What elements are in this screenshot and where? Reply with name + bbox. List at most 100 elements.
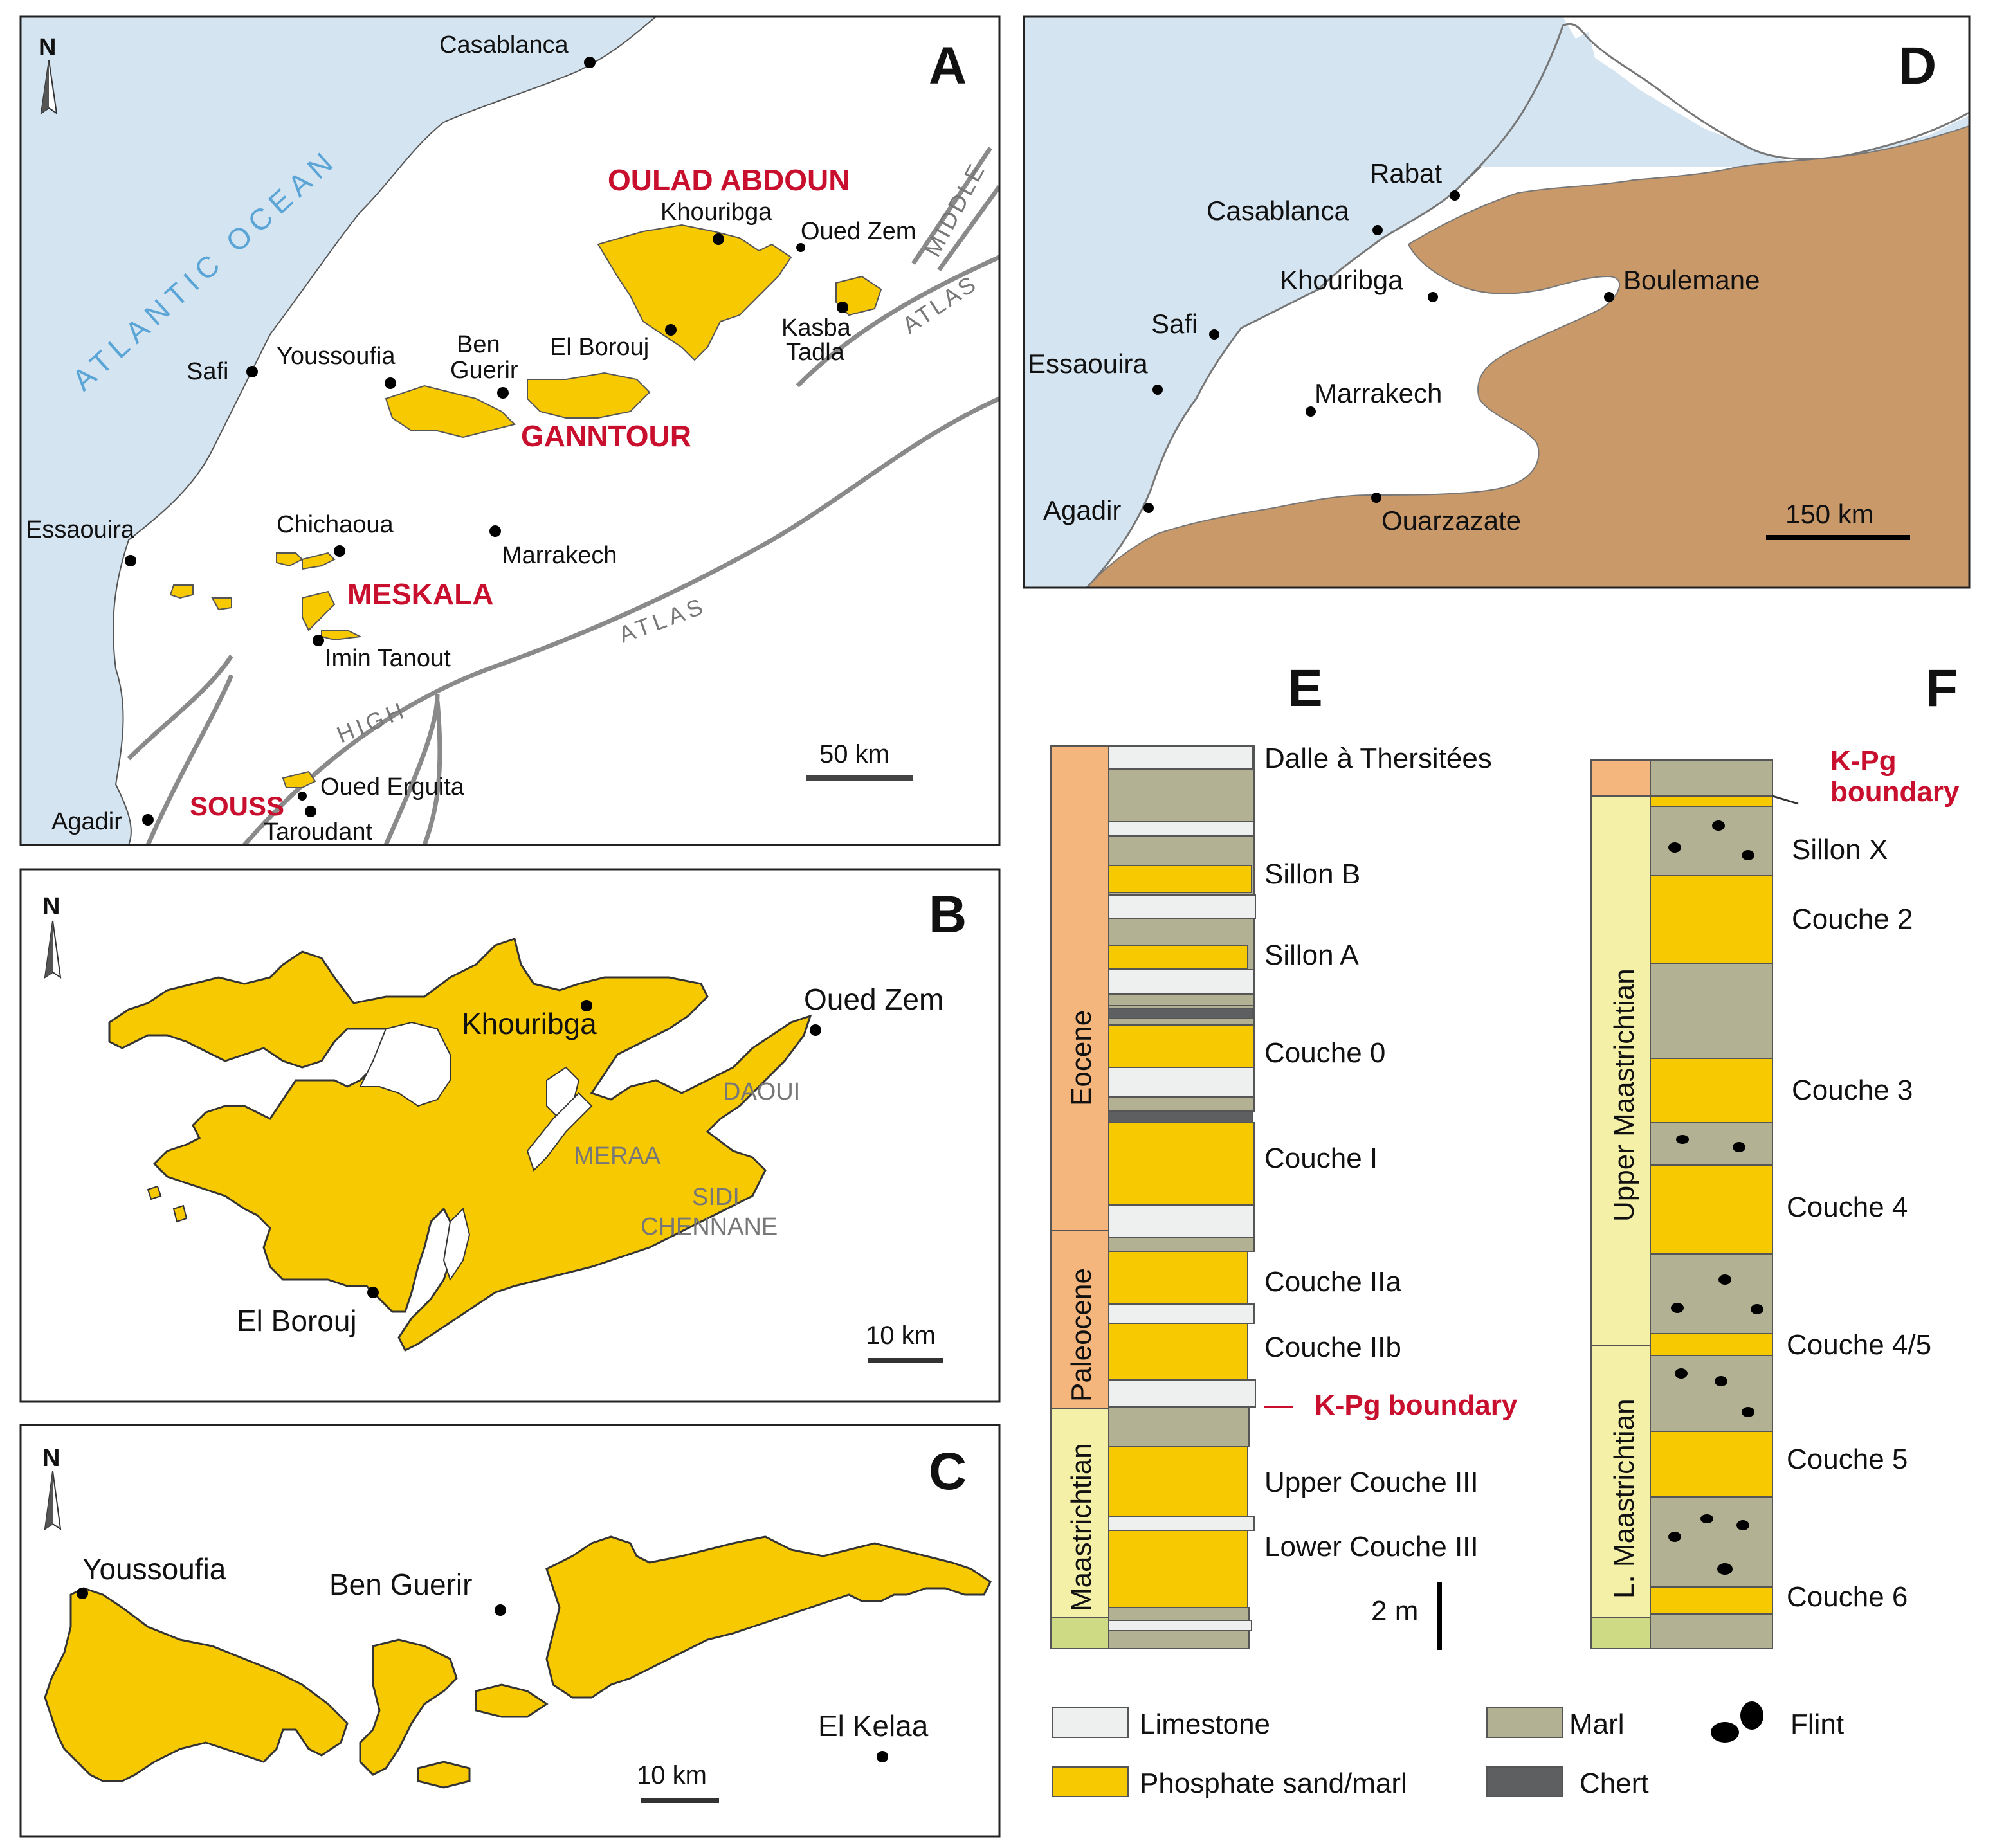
panel-c-town-youssoufia: Youssoufia	[82, 1552, 226, 1586]
panel-f-section: F Upper Maastrichtian L. Maastrichtian	[1590, 659, 1960, 1649]
legend-swatch-marl	[1486, 1707, 1563, 1738]
basin-meskala: MESKALA	[347, 577, 493, 611]
panel-f-bed-couche-3: Couche 3	[1792, 1074, 1913, 1106]
panel-a-north-arrow	[40, 60, 58, 115]
town-imin-tanout: Imin Tanout	[325, 645, 451, 672]
panel-a-ocean	[21, 17, 657, 845]
panel-d-town-marrakech: Marrakech	[1315, 378, 1442, 408]
panel-f-bed-couche-4: Couche 4	[1787, 1191, 1908, 1223]
panel-b-inlier-1	[359, 1021, 451, 1107]
panel-e-letter: E	[1288, 659, 1323, 718]
town-casablanca: Casablanca	[439, 32, 569, 59]
legend: Limestone Phosphate sand/marl Marl Chert…	[1052, 1701, 1844, 1799]
bed-couche-i: Couche I	[1264, 1143, 1378, 1174]
panel-e-epoch-paleocene	[1050, 1230, 1109, 1409]
town-marrakech: Marrakech	[502, 542, 617, 569]
panel-f-bed-couche-4-5: Couche 4/5	[1787, 1329, 1931, 1361]
panel-a-atlas-faults	[127, 147, 999, 845]
panel-c-town-el-kelaa: El Kelaa	[818, 1709, 929, 1743]
panel-c-scale-label: 10 km	[637, 1761, 707, 1789]
panel-a-north-label: N	[39, 34, 56, 61]
panel-a-town-dots	[125, 57, 848, 826]
town-kasba: Kasba	[781, 314, 852, 341]
town-oued-erguita: Oued Erguita	[320, 774, 465, 801]
town-guerir: Guerir	[450, 357, 518, 384]
town-el-borouj: El Borouj	[550, 334, 649, 361]
panel-b-north-label: N	[42, 893, 60, 920]
panel-b-area-sidi: SIDI	[692, 1184, 740, 1211]
legend-limestone: Limestone	[1140, 1708, 1270, 1740]
basin-ganntour: GANNTOUR	[521, 419, 691, 453]
panel-a-letter: A	[929, 37, 967, 95]
panel-d-town-ouarzazate: Ouarzazate	[1381, 505, 1521, 536]
panel-f-kpg-leader	[1772, 795, 1799, 805]
panel-e-section: E Eocene Paleocene Maastrichtian	[1050, 659, 1518, 1650]
panel-e-epoch-lower	[1050, 1617, 1109, 1649]
panel-d-town-rabat: Rabat	[1370, 158, 1442, 188]
panel-f-bed-couche-2: Couche 2	[1792, 903, 1913, 935]
panel-b-inlier-3	[526, 1092, 593, 1172]
panel-c-youssoufia-dot	[77, 1588, 88, 1599]
panel-f-bed-couche-5: Couche 5	[1787, 1444, 1908, 1475]
basin-oulad-abdoun: OULAD ABDOUN	[608, 163, 850, 197]
town-tadla: Tadla	[786, 339, 845, 366]
panel-b-islet-1	[147, 1185, 162, 1200]
legend-flint: Flint	[1790, 1708, 1844, 1740]
bed-couche-0: Couche 0	[1264, 1037, 1385, 1069]
bed-sillon-a: Sillon A	[1264, 939, 1359, 971]
panel-d-town-agadir: Agadir	[1043, 495, 1121, 525]
panel-c-map: N C Youssoufia Ben Guerir El Kelaa 10 km	[19, 1424, 1001, 1838]
legend-chert: Chert	[1580, 1768, 1649, 1799]
panel-e-kpg-label: K-Pg boundary	[1315, 1390, 1518, 1421]
panel-f-lower-maastrichtian-label: L. Maastrichtian	[1608, 1399, 1640, 1599]
town-taroudant: Taroudant	[264, 819, 372, 846]
basin-souss: SOUSS	[190, 791, 284, 821]
bed-dalle-a-thersitees: Dalle à Thersitées	[1264, 743, 1492, 774]
legend-swatch-chert	[1486, 1766, 1563, 1797]
legend-phosphate: Phosphate sand/marl	[1140, 1768, 1407, 1799]
panel-d-map: D Rabat Casablanca Khouribga Boulemane S…	[1023, 15, 1971, 589]
panel-e-scale-label: 2 m	[1371, 1595, 1418, 1627]
panel-b-area-chennane: CHENNANE	[641, 1213, 778, 1240]
panel-d-town-dots	[1143, 190, 1614, 513]
bed-upper-couche-iii: Upper Couche III	[1264, 1467, 1479, 1498]
bed-lower-couche-iii: Lower Couche III	[1264, 1531, 1479, 1563]
panel-c-deposit-mid-1	[359, 1638, 458, 1776]
town-essaouira: Essaouira	[26, 516, 135, 543]
panel-f-epoch-lower	[1590, 1617, 1651, 1649]
panel-b-north-arrow-shade	[45, 921, 53, 977]
town-khouribga: Khouribga	[660, 199, 772, 226]
panel-e-maastrichtian-label: Maastrichtian	[1066, 1443, 1097, 1611]
panel-e-strata	[1108, 745, 1256, 1649]
panel-c-el-kelaa-dot	[877, 1751, 888, 1762]
town-ben: Ben	[457, 331, 500, 358]
panel-d-town-boulemane: Boulemane	[1623, 265, 1760, 295]
panel-d-scale-label: 150 km	[1785, 499, 1874, 529]
panel-c-deposit-mid-3	[417, 1761, 471, 1789]
town-youssoufia: Youssoufia	[277, 343, 396, 370]
panel-e-eocene-label: Eocene	[1066, 1010, 1097, 1106]
panel-b-islet-2	[172, 1204, 188, 1223]
panel-f-strata	[1650, 759, 1773, 1649]
panel-c-deposit-east	[545, 1535, 992, 1699]
panel-b-el-borouj-dot	[367, 1287, 379, 1298]
panel-d-coast-north	[1459, 23, 1969, 188]
panel-d-town-essaouira: Essaouira	[1028, 349, 1148, 379]
panel-c-deposit-west	[44, 1587, 349, 1782]
town-agadir: Agadir	[51, 808, 122, 835]
panel-b-town-el-borouj: El Borouj	[237, 1304, 357, 1337]
panel-f-flint-nodules	[1668, 820, 1763, 1575]
panel-b-area-meraa: MERAA	[574, 1143, 661, 1170]
legend-swatch-phosphate	[1052, 1766, 1129, 1797]
legend-swatch-limestone	[1052, 1707, 1129, 1738]
bed-couche-iib: Couche IIb	[1264, 1332, 1401, 1363]
panel-b-khouribga-dot	[581, 1000, 592, 1011]
panel-a-map: N A ATLANTIC OCEAN OULAD ABDOUN GANNTOUR…	[19, 15, 1001, 846]
panel-b-area-daoui: DAOUI	[723, 1078, 800, 1105]
panel-f-kpg-label-2: boundary	[1830, 776, 1960, 808]
panel-d-letter: D	[1899, 37, 1936, 95]
panel-b-oued-zem-dot	[810, 1024, 821, 1036]
panel-c-ben-guerir-dot	[495, 1604, 506, 1616]
panel-f-bed-couche-6: Couche 6	[1787, 1581, 1908, 1613]
panel-c-north-arrow-shade	[45, 1471, 53, 1529]
